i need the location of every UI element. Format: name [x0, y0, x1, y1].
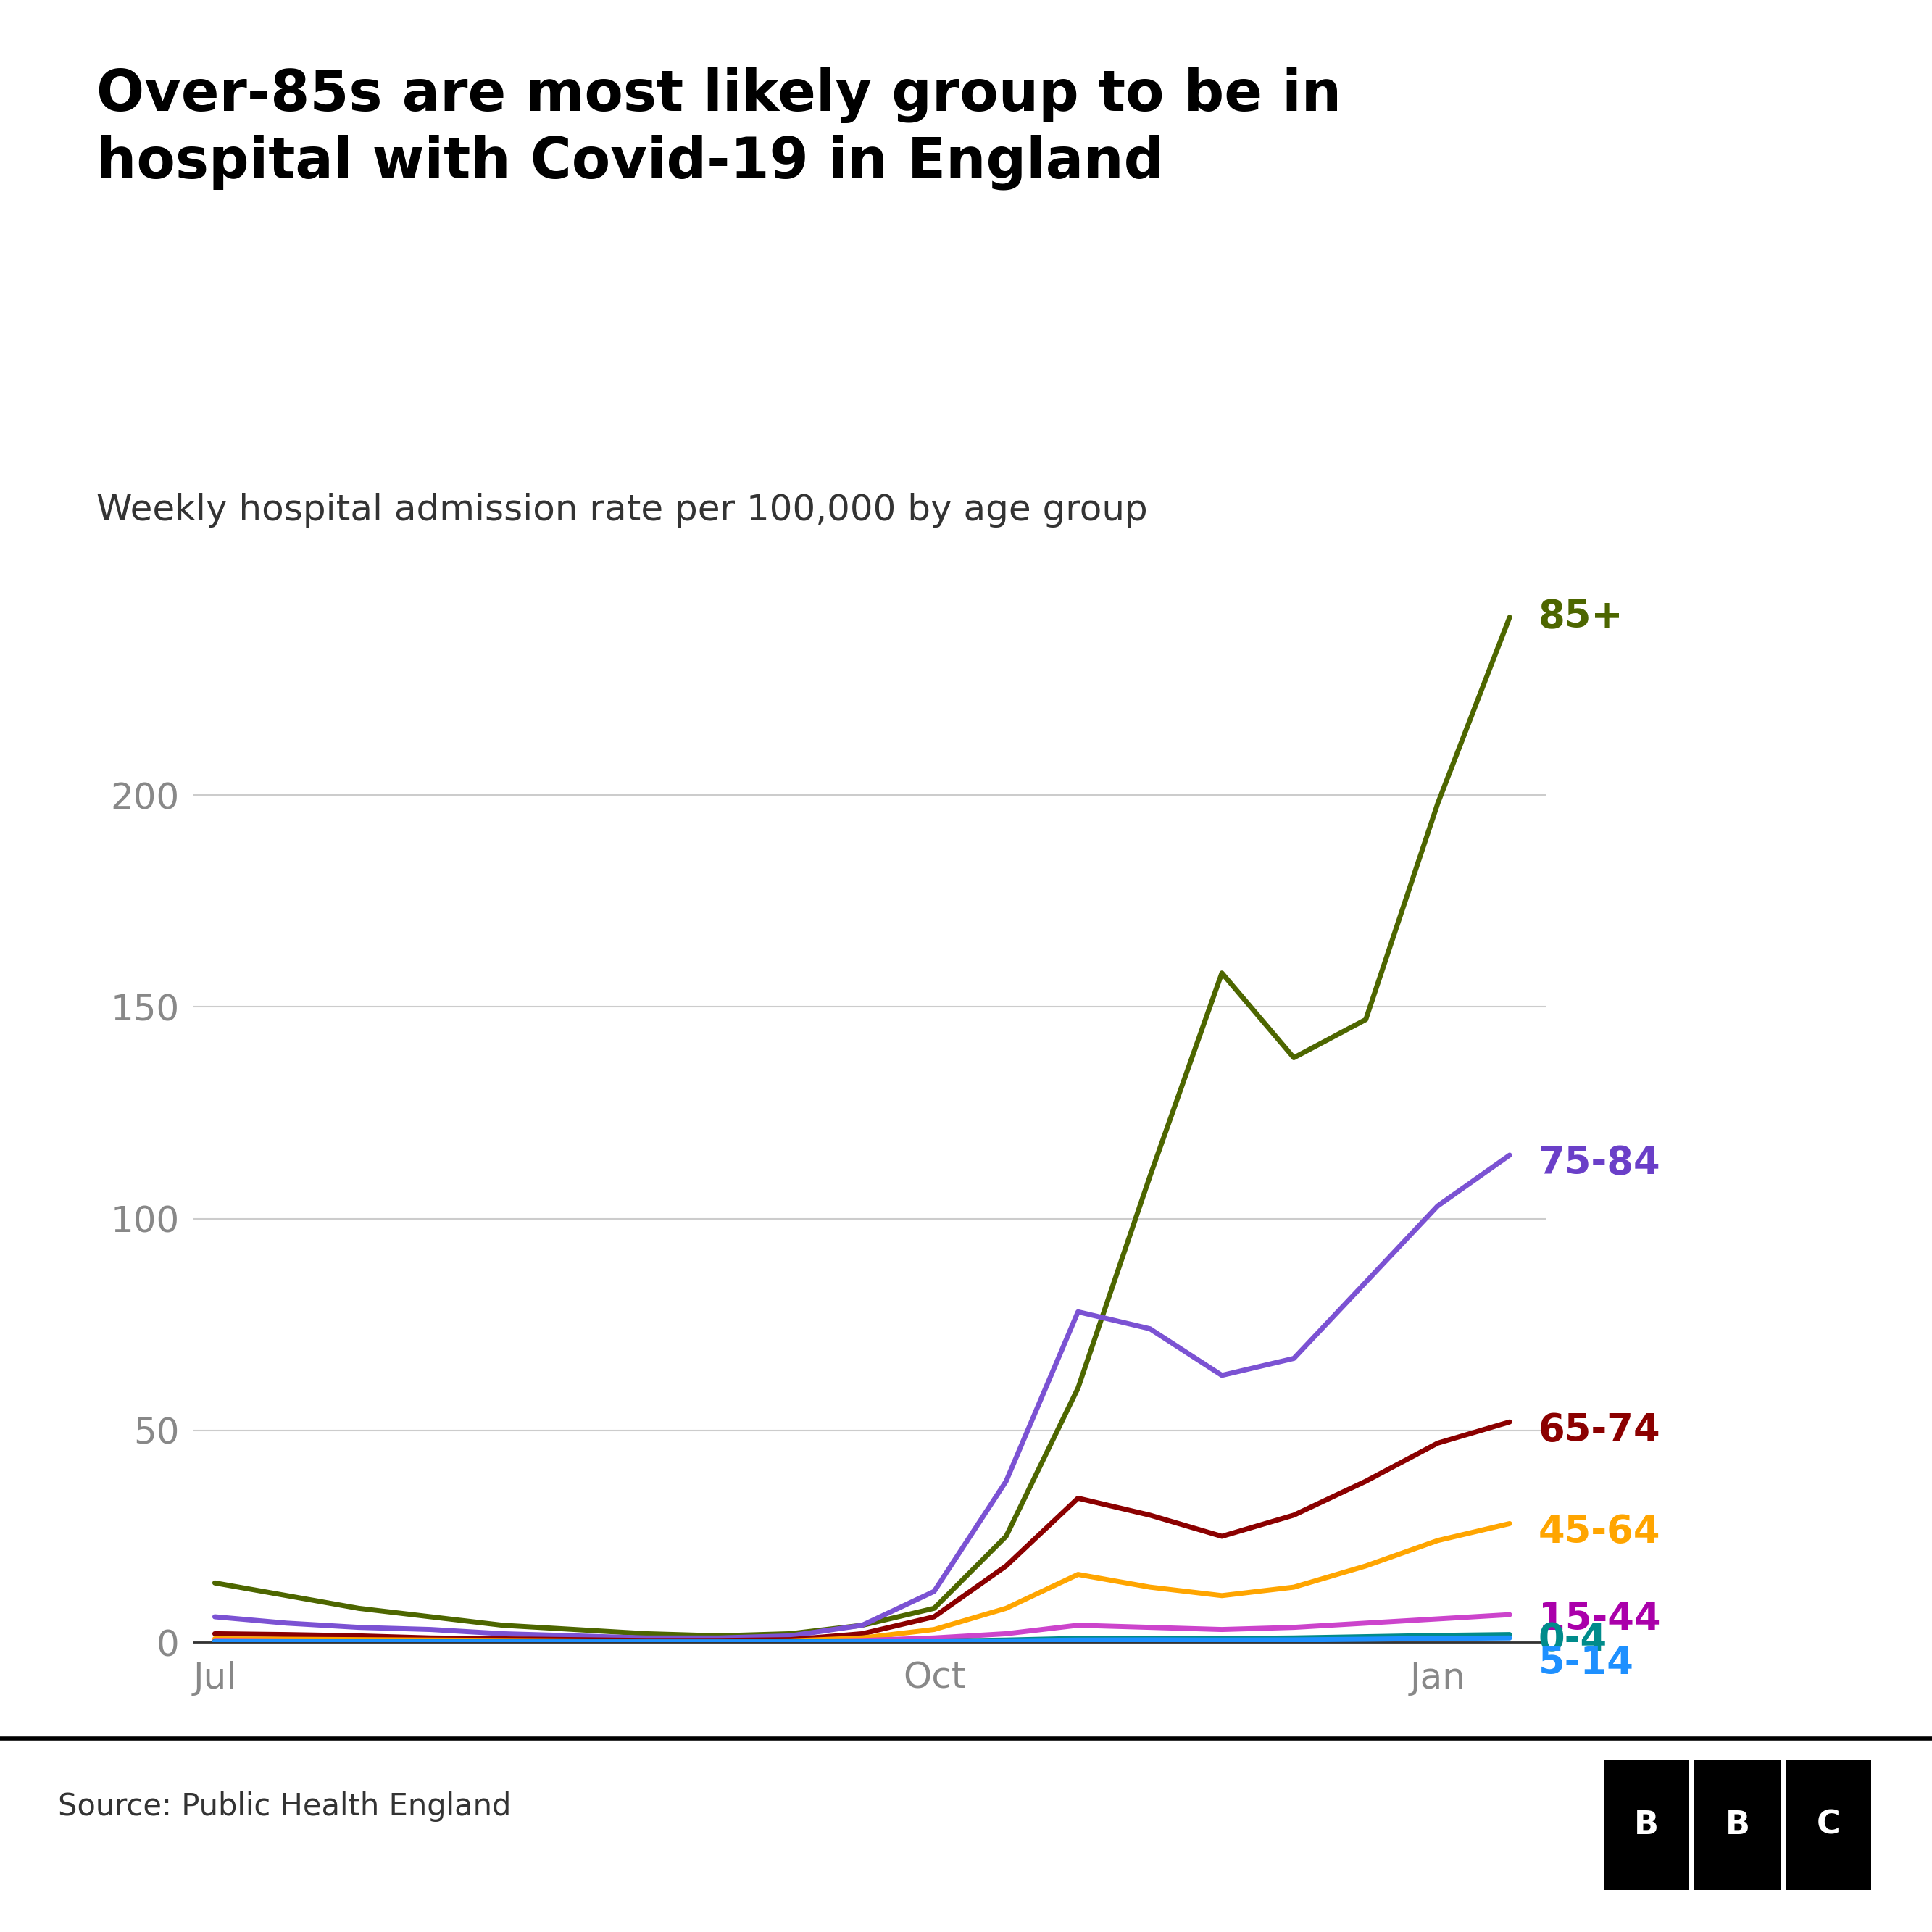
- Text: Over-85s are most likely group to be in
hospital with Covid-19 in England: Over-85s are most likely group to be in …: [97, 68, 1341, 189]
- Text: 5-14: 5-14: [1538, 1644, 1634, 1683]
- Text: B: B: [1725, 1808, 1750, 1841]
- Bar: [1694, 1760, 1779, 1889]
- Text: 45-64: 45-64: [1538, 1513, 1660, 1551]
- Text: 0-4: 0-4: [1538, 1621, 1607, 1660]
- Text: 85+: 85+: [1538, 599, 1623, 636]
- Bar: [1785, 1760, 1872, 1889]
- Bar: [1604, 1760, 1689, 1889]
- Text: 15-44: 15-44: [1538, 1600, 1660, 1638]
- Text: 65-74: 65-74: [1538, 1412, 1662, 1449]
- Text: C: C: [1816, 1808, 1841, 1841]
- Text: B: B: [1634, 1808, 1660, 1841]
- Text: Source: Public Health England: Source: Public Health England: [58, 1791, 512, 1822]
- Text: Weekly hospital admission rate per 100,000 by age group: Weekly hospital admission rate per 100,0…: [97, 493, 1148, 527]
- Text: 75-84: 75-84: [1538, 1146, 1662, 1182]
